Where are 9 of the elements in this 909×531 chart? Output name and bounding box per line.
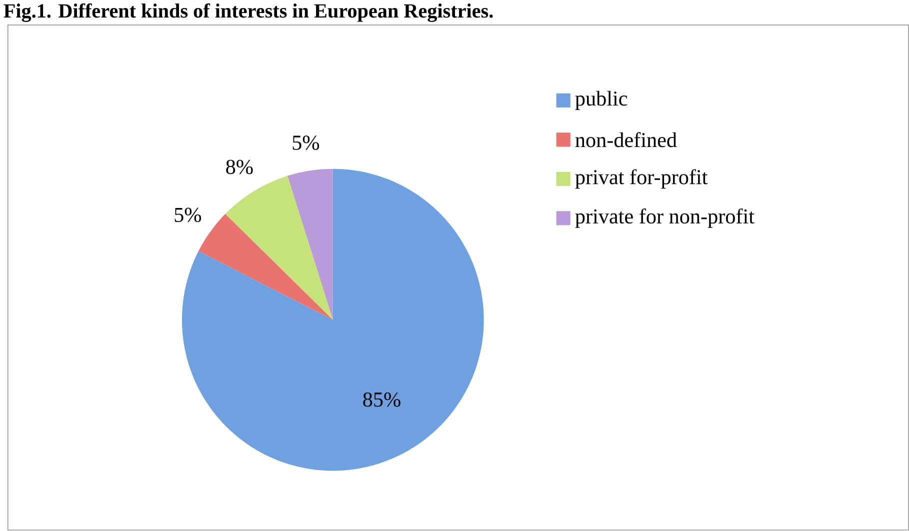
data-label: 8% xyxy=(226,160,253,174)
data-label: 5% xyxy=(174,208,202,222)
data-label: 5% xyxy=(292,136,320,150)
legend-label: public xyxy=(575,91,628,110)
legend-label: private for non-profit xyxy=(575,208,754,228)
legend-label: privat for-profit xyxy=(575,169,708,189)
data-label: 85% xyxy=(363,392,400,407)
legend-label: non-defined xyxy=(575,132,677,148)
chart-title: Fig.1. Different kinds of interests in European Registries. xyxy=(4,4,493,22)
